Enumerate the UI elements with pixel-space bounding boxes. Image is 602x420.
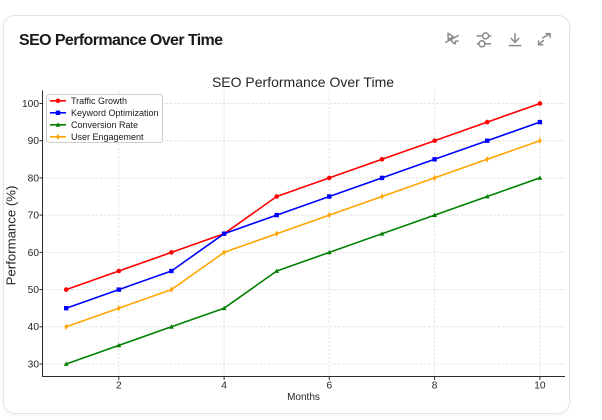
svg-text:8: 8: [432, 380, 438, 391]
svg-text:4: 4: [221, 380, 227, 391]
svg-text:40: 40: [28, 322, 40, 333]
svg-text:User Engagement: User Engagement: [71, 132, 144, 142]
svg-text:Keyword Optimization: Keyword Optimization: [71, 108, 159, 118]
svg-text:70: 70: [28, 211, 40, 222]
svg-text:Performance (%): Performance (%): [4, 186, 19, 286]
svg-text:80: 80: [28, 173, 40, 184]
svg-text:60: 60: [28, 248, 40, 259]
svg-text:Months: Months: [287, 392, 320, 403]
svg-text:30: 30: [28, 359, 40, 370]
svg-text:6: 6: [326, 380, 332, 391]
svg-text:SEO Performance Over Time: SEO Performance Over Time: [212, 74, 394, 90]
svg-text:Conversion Rate: Conversion Rate: [71, 120, 138, 130]
svg-text:2: 2: [116, 380, 122, 391]
svg-text:50: 50: [28, 285, 40, 296]
svg-text:100: 100: [22, 99, 39, 110]
svg-text:Traffic Growth: Traffic Growth: [71, 96, 127, 106]
svg-text:90: 90: [28, 136, 40, 147]
svg-text:10: 10: [534, 380, 546, 391]
